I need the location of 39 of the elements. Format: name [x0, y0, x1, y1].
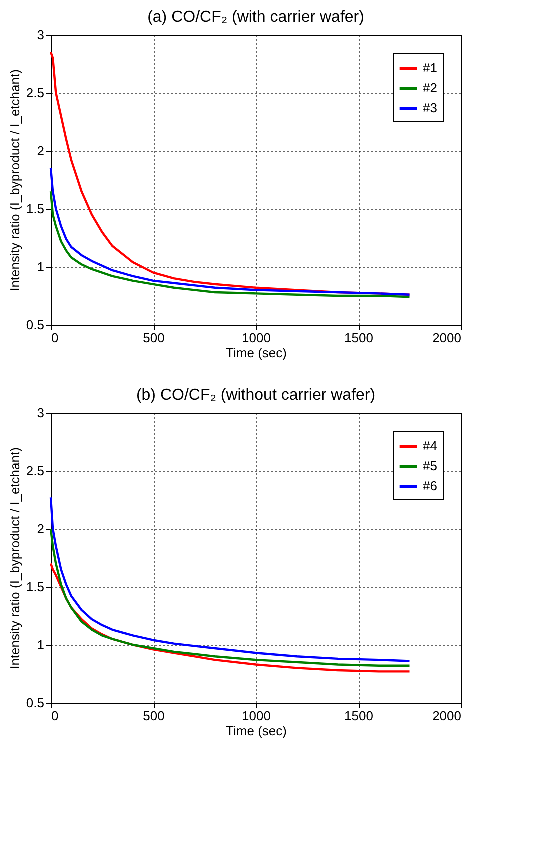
y-tick-label: 2: [37, 144, 44, 158]
x-tick-label: 500: [143, 708, 165, 724]
y-tick-label: 1: [37, 638, 44, 652]
y-tick-label: 2.5: [26, 86, 44, 100]
x-tick-label: 0: [52, 330, 59, 346]
y-tick-label: 1: [37, 260, 44, 274]
y-tick-label: 2.5: [26, 464, 44, 478]
x-tick-label: 1500: [344, 330, 374, 346]
x-tick-label: 1500: [344, 708, 374, 724]
y-tick-label: 1.5: [26, 202, 44, 216]
x-axis-title: Time (sec): [226, 724, 287, 738]
y-axis-title: Intensity ratio (I_byproduct / I_etchant): [7, 448, 22, 670]
legend-label: #5: [423, 458, 438, 474]
line-series: [50, 190, 411, 298]
legend-label: #3: [423, 100, 438, 116]
y-tick-label: 1.5: [26, 580, 44, 594]
x-tick-label: 2000: [432, 708, 462, 724]
legend-label: #6: [423, 478, 438, 494]
y-tick-label: 3: [37, 28, 44, 42]
legend-label: #1: [423, 60, 438, 76]
y-tick-label: 0.5: [26, 318, 44, 332]
line-series: [50, 167, 411, 296]
x-tick-label: 0: [52, 708, 59, 724]
y-tick-label: 3: [37, 406, 44, 420]
chart-title: (a) CO/CF₂ (with carrier wafer): [148, 9, 364, 26]
chart-title: (b) CO/CF₂ (without carrier wafer): [136, 387, 376, 404]
line-series: [50, 528, 411, 667]
legend-label: #4: [423, 438, 438, 454]
x-axis-title: Time (sec): [226, 346, 287, 360]
x-tick-label: 1000: [242, 330, 271, 346]
y-tick-label: 2: [37, 522, 44, 536]
x-tick-label: 2000: [432, 330, 462, 346]
line-series: [50, 496, 411, 662]
legend-label: #2: [423, 80, 438, 96]
x-tick-label: 1000: [242, 708, 271, 724]
x-tick-label: 500: [143, 330, 165, 346]
line-series: [50, 562, 411, 673]
y-axis-title: Intensity ratio (I_byproduct / I_etchant): [7, 70, 22, 292]
y-tick-label: 0.5: [26, 696, 44, 710]
